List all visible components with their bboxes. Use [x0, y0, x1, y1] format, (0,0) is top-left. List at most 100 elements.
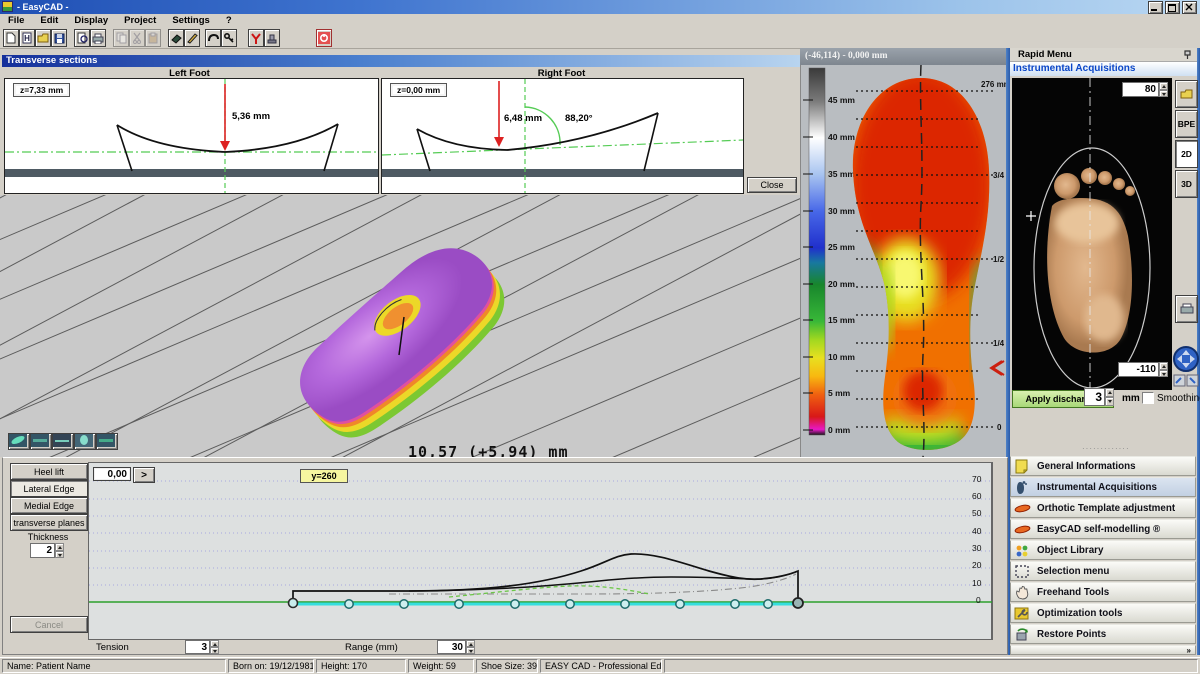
discharge-spinner[interactable]: 3	[1084, 388, 1114, 406]
control-point[interactable]	[565, 599, 575, 609]
heel-lift-button[interactable]: Heel lift	[10, 463, 88, 480]
view-preset-3-button[interactable]	[52, 433, 74, 450]
view-preset-1-button[interactable]	[8, 433, 30, 450]
print-view-button[interactable]	[1175, 295, 1198, 323]
rotation-spinner[interactable]: 80	[1122, 82, 1168, 97]
splitter-handle[interactable]: ·············	[1082, 444, 1130, 453]
rapid-menu-footer[interactable]: »	[1010, 645, 1196, 655]
minimize-icon[interactable]	[1148, 1, 1163, 14]
copy-icon[interactable]	[113, 29, 129, 47]
control-point[interactable]	[287, 597, 299, 609]
cancel-button[interactable]: Cancel	[10, 616, 88, 633]
pencil-icon[interactable]	[184, 29, 200, 47]
spin-down-icon[interactable]	[1105, 397, 1114, 406]
menu-item-easycad-self-modelling[interactable]: EasyCAD self-modelling ®	[1010, 519, 1196, 539]
menu-item-optimization-tools[interactable]: Optimization tools	[1010, 603, 1196, 623]
eraser-icon[interactable]	[168, 29, 184, 47]
control-point[interactable]	[399, 599, 409, 609]
instrumental-acquisitions-header[interactable]: Instrumental Acquisitions	[1010, 62, 1197, 76]
left-foot-section[interactable]: 5,36 mm z=7,33 mm	[4, 78, 379, 194]
bpe-button[interactable]: BPE	[1175, 110, 1198, 138]
spin-down-icon[interactable]	[466, 647, 475, 654]
control-point[interactable]	[792, 597, 804, 609]
control-point[interactable]	[510, 599, 520, 609]
cut-icon[interactable]	[129, 29, 145, 47]
position-input[interactable]: 0,00	[93, 467, 131, 481]
control-point[interactable]	[763, 599, 773, 609]
rapid-menu-header[interactable]: Rapid Menu	[1010, 48, 1197, 62]
menu-item-object-library[interactable]: Object Library	[1010, 540, 1196, 560]
caliper-icon[interactable]	[248, 29, 264, 47]
close-button[interactable]: Close	[747, 177, 797, 193]
menu-file[interactable]: File	[8, 15, 25, 26]
foot-axis-line[interactable]	[919, 64, 925, 458]
smoothing-checkbox[interactable]	[1142, 392, 1154, 404]
medial-edge-button[interactable]: Medial Edge	[10, 497, 88, 514]
control-point[interactable]	[730, 599, 740, 609]
key-tool-icon[interactable]	[221, 29, 237, 47]
print-icon[interactable]	[90, 29, 106, 47]
title-bar[interactable]: - EasyCAD -	[0, 0, 1200, 14]
menu-display[interactable]: Display	[74, 15, 109, 26]
spin-up-icon[interactable]	[1105, 388, 1114, 397]
thickness-spinner[interactable]: 2	[30, 543, 64, 558]
control-point[interactable]	[620, 599, 630, 609]
open-acquisition-button[interactable]	[1175, 80, 1198, 108]
menu-help[interactable]: ?	[225, 15, 232, 26]
control-points[interactable]	[287, 597, 804, 609]
spin-down-icon[interactable]	[1159, 89, 1168, 97]
chevron-right-icon[interactable]: »	[1186, 645, 1191, 655]
pin-icon[interactable]	[1183, 50, 1192, 60]
control-point[interactable]	[454, 599, 464, 609]
handle-tool-icon[interactable]	[205, 29, 221, 47]
menu-item-selection-menu[interactable]: Selection menu	[1010, 561, 1196, 581]
pressure-panel-header[interactable]: (-46,114) - 0,000 mm	[800, 48, 1006, 65]
discharge-value[interactable]: 3	[1084, 388, 1105, 406]
foot-scan-view[interactable]: 80 -110	[1012, 78, 1172, 390]
spin-up-icon[interactable]	[210, 640, 219, 647]
menu-item-general-informations[interactable]: General Informations	[1010, 456, 1196, 476]
range-value[interactable]: 30	[437, 640, 466, 654]
print-preview-icon[interactable]	[74, 29, 90, 47]
offset-value[interactable]: -110	[1118, 362, 1159, 377]
2d-button[interactable]: 2D	[1175, 140, 1198, 168]
insole-3d-model[interactable]	[279, 228, 524, 453]
menu-item-freehand-tools[interactable]: Freehand Tools	[1010, 582, 1196, 602]
right-foot-section[interactable]: 6,48 mm 88,20° z=0,00 mm	[381, 78, 744, 194]
control-point[interactable]	[344, 599, 354, 609]
view-preset-5-button[interactable]	[96, 433, 118, 450]
position-step-button[interactable]: >	[133, 467, 155, 483]
tension-spinner[interactable]: 3	[185, 640, 219, 654]
spin-down-icon[interactable]	[1159, 369, 1168, 377]
power-exit-icon[interactable]	[316, 29, 332, 47]
3d-button[interactable]: 3D	[1175, 170, 1198, 198]
menu-item-restore-points[interactable]: Restore Points	[1010, 624, 1196, 644]
menu-settings[interactable]: Settings	[172, 15, 210, 26]
view-preset-2-button[interactable]	[30, 433, 52, 450]
h-document-icon[interactable]: H	[19, 29, 35, 47]
transverse-sections-header[interactable]: Transverse sections	[2, 55, 800, 67]
control-point[interactable]	[675, 599, 685, 609]
thickness-value[interactable]: 2	[30, 543, 55, 558]
rotation-value[interactable]: 80	[1122, 82, 1159, 97]
menu-edit[interactable]: Edit	[40, 15, 59, 26]
spin-up-icon[interactable]	[55, 543, 64, 551]
spin-up-icon[interactable]	[1159, 82, 1168, 90]
menu-item-orthotic-template[interactable]: Orthotic Template adjustment	[1010, 498, 1196, 518]
range-spinner[interactable]: 30	[437, 640, 475, 654]
open-folder-icon[interactable]	[35, 29, 51, 47]
offset-spinner[interactable]: -110	[1118, 362, 1168, 377]
3d-navigation-widget[interactable]	[1173, 345, 1199, 392]
close-icon[interactable]	[1182, 1, 1197, 14]
menu-item-instrumental-acquisitions[interactable]: Instrumental Acquisitions	[1010, 477, 1196, 497]
3d-viewport[interactable]: 10,57 (+5,94) mm	[0, 195, 800, 457]
spin-up-icon[interactable]	[466, 640, 475, 647]
restore-icon[interactable]	[1165, 1, 1180, 14]
spin-up-icon[interactable]	[1159, 362, 1168, 370]
stamp-icon[interactable]	[264, 29, 280, 47]
spin-down-icon[interactable]	[210, 647, 219, 654]
save-icon[interactable]	[51, 29, 67, 47]
paste-icon[interactable]	[145, 29, 161, 47]
view-preset-4-button[interactable]	[74, 433, 96, 450]
lateral-edge-button[interactable]: Lateral Edge	[10, 480, 88, 497]
